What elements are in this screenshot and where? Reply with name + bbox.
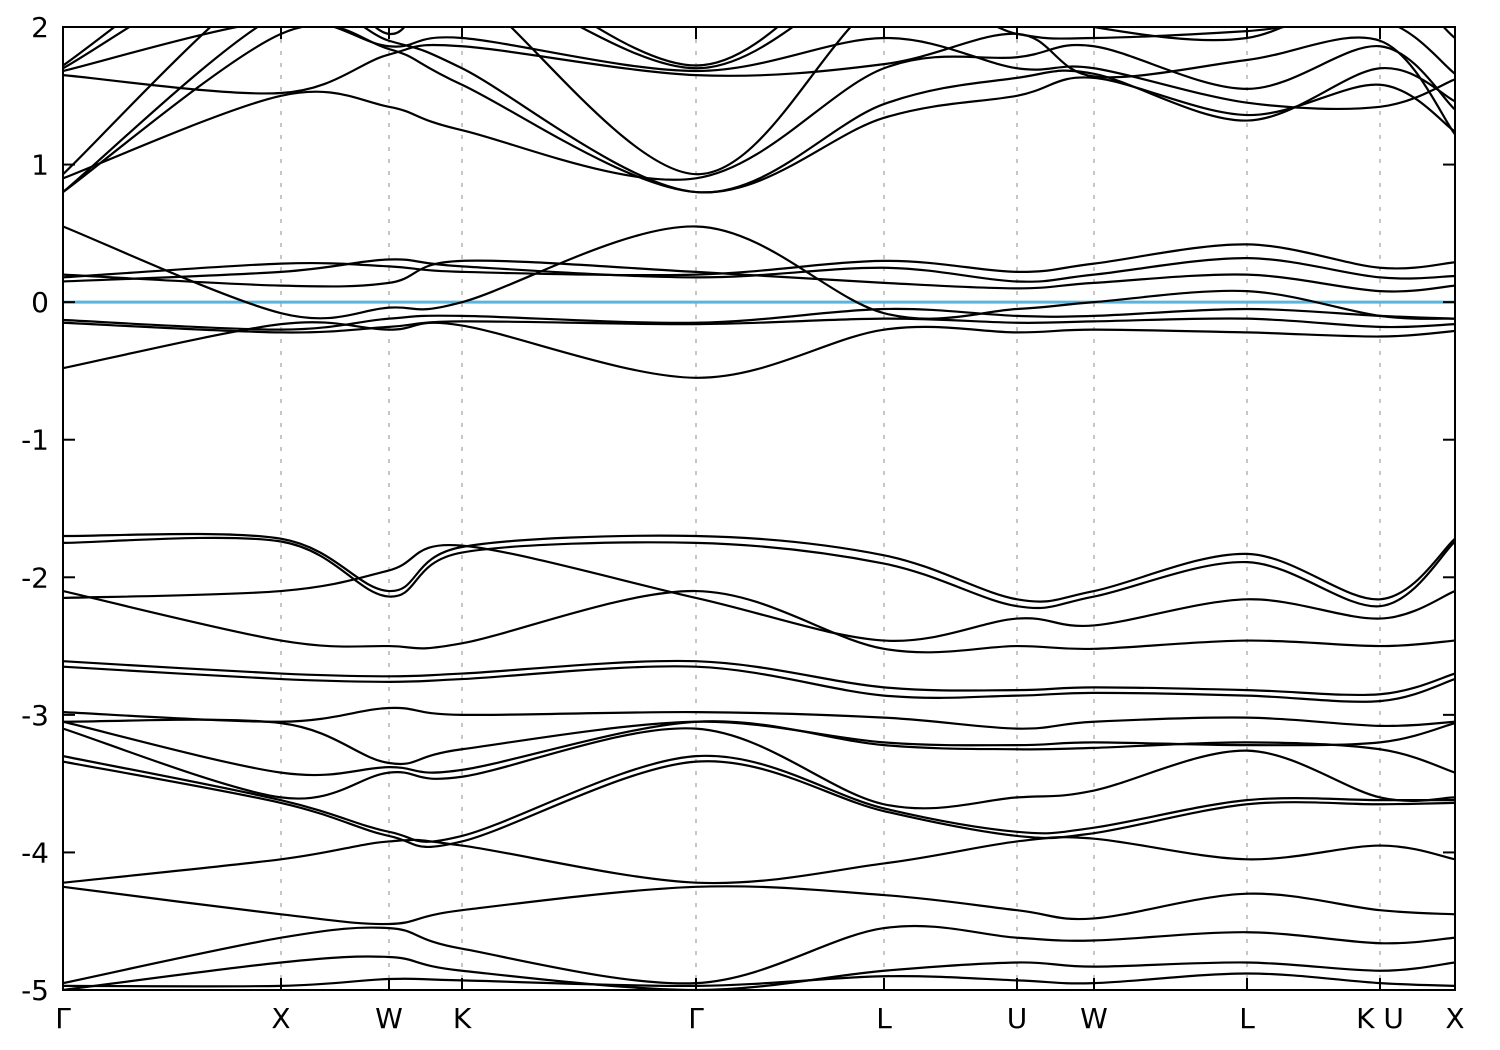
y-axis-tick-label: -3 xyxy=(21,699,49,732)
plot-border xyxy=(62,26,1456,991)
x-axis-tick-label: W xyxy=(1080,1002,1108,1035)
band-curve xyxy=(63,317,1455,334)
band-curve xyxy=(63,43,1455,181)
x-axis-tick-label: Γ xyxy=(688,1002,704,1035)
band-curve xyxy=(63,706,1455,730)
x-axis-tick-label: U xyxy=(1007,1002,1028,1035)
y-axis-tick-label: 0 xyxy=(31,286,49,319)
y-axis-tick-label: -5 xyxy=(21,974,49,1007)
band-curve xyxy=(63,665,1455,703)
y-axis-tick-label: -2 xyxy=(21,561,49,594)
band-curve xyxy=(63,532,1455,603)
bands-group xyxy=(63,27,1455,990)
band-curve xyxy=(63,321,1455,379)
band-curve xyxy=(63,27,1455,194)
x-axis-tick-label: X xyxy=(271,1002,290,1035)
band-curve xyxy=(63,225,1455,320)
y-axis-tick-label: 1 xyxy=(31,149,49,182)
gridlines-group xyxy=(280,27,1381,990)
band-curve xyxy=(63,720,1455,777)
y-ticks-group: 2 1 0 -1 -2 -3 -4 -5 xyxy=(21,11,1455,1007)
band-curve xyxy=(63,32,1455,136)
band-curve xyxy=(63,27,1455,194)
x-axis-tick-label: X xyxy=(1445,1002,1464,1035)
y-axis-tick-label: -4 xyxy=(21,836,49,869)
band-curve xyxy=(63,659,1455,697)
band-curve xyxy=(63,543,1455,643)
band-curve xyxy=(63,754,1455,843)
band-curve xyxy=(63,27,1455,110)
band-curve xyxy=(63,836,1455,885)
band-curve xyxy=(63,760,1455,848)
band-curve xyxy=(63,27,1455,70)
band-curve xyxy=(63,955,1455,990)
band-curve xyxy=(63,257,1455,283)
band-curve xyxy=(63,924,1455,985)
band-curve xyxy=(63,536,1455,610)
y-axis-tick-label: -1 xyxy=(21,424,49,457)
y-axis-tick-label: 2 xyxy=(31,11,49,44)
band-curve xyxy=(63,727,1455,810)
band-curve xyxy=(63,972,1455,988)
band-curve xyxy=(63,259,1455,293)
x-axis-tick-label: Γ xyxy=(55,1002,71,1035)
x-axis-tick-label: W xyxy=(375,1002,403,1035)
band-curve xyxy=(63,589,1455,654)
x-axis-tick-label: K xyxy=(453,1002,472,1035)
x-axis-tick-label: L xyxy=(1239,1002,1255,1035)
x-axis-tick-label: L xyxy=(876,1002,892,1035)
x-axis-tick-label: K U xyxy=(1356,1002,1404,1035)
band-curve xyxy=(63,885,1455,926)
